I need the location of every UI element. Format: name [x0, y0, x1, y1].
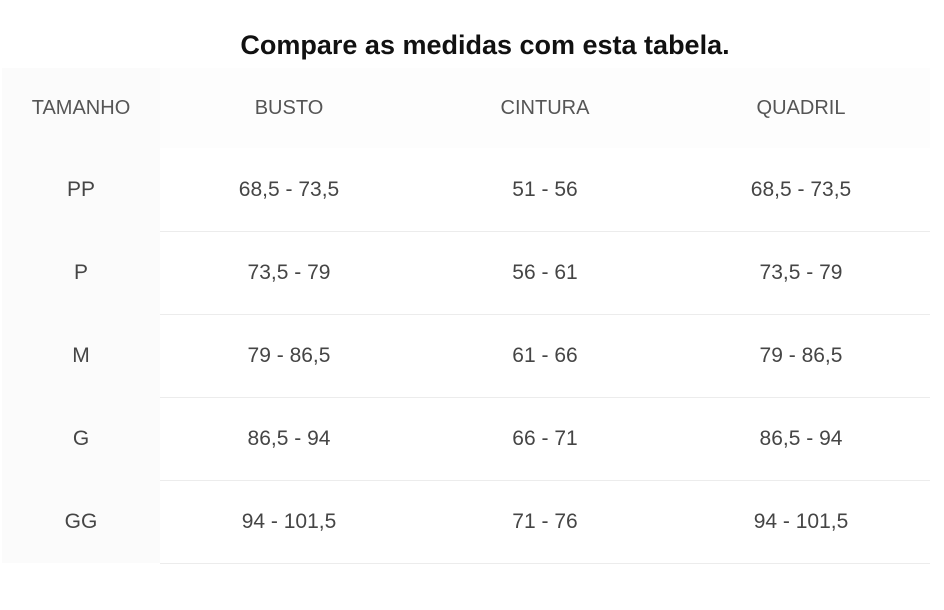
table-cell: 94 - 101,5: [753, 509, 849, 533]
row-label: P: [2, 231, 160, 314]
header-cell: TAMANHO: [2, 68, 160, 148]
header-cell: QUADRIL: [672, 68, 930, 148]
row-label: G: [2, 397, 160, 480]
table-title: Compare as medidas com esta tabela.: [240, 30, 730, 60]
row-label: M: [2, 314, 160, 397]
table-cell: 79 - 86,5: [247, 343, 331, 367]
table-cell: 71 - 76: [512, 509, 578, 533]
table-cell: 86,5 - 94: [247, 426, 331, 450]
row-divider: [160, 231, 930, 232]
table-cell: 61 - 66: [512, 343, 578, 367]
table-cell: 51 - 56: [512, 177, 578, 201]
table-cell: 79 - 86,5: [759, 343, 843, 367]
header-cell: CINTURA: [418, 68, 672, 148]
table-cell: 68,5 - 73,5: [750, 177, 852, 201]
row-divider: [160, 480, 930, 481]
table-cell: 94 - 101,5: [241, 509, 337, 533]
row-divider: [160, 397, 930, 398]
header-cell: BUSTO: [160, 68, 418, 148]
row-label: GG: [2, 480, 160, 563]
table-cell: 73,5 - 79: [247, 260, 331, 284]
row-divider: [160, 563, 930, 564]
table-cell: 86,5 - 94: [759, 426, 843, 450]
table-cell: 56 - 61: [512, 260, 578, 284]
table-cell: 68,5 - 73,5: [238, 177, 340, 201]
row-divider: [160, 314, 930, 315]
table-cell: 66 - 71: [512, 426, 578, 450]
row-label: PP: [2, 148, 160, 231]
table-cell: 73,5 - 79: [759, 260, 843, 284]
